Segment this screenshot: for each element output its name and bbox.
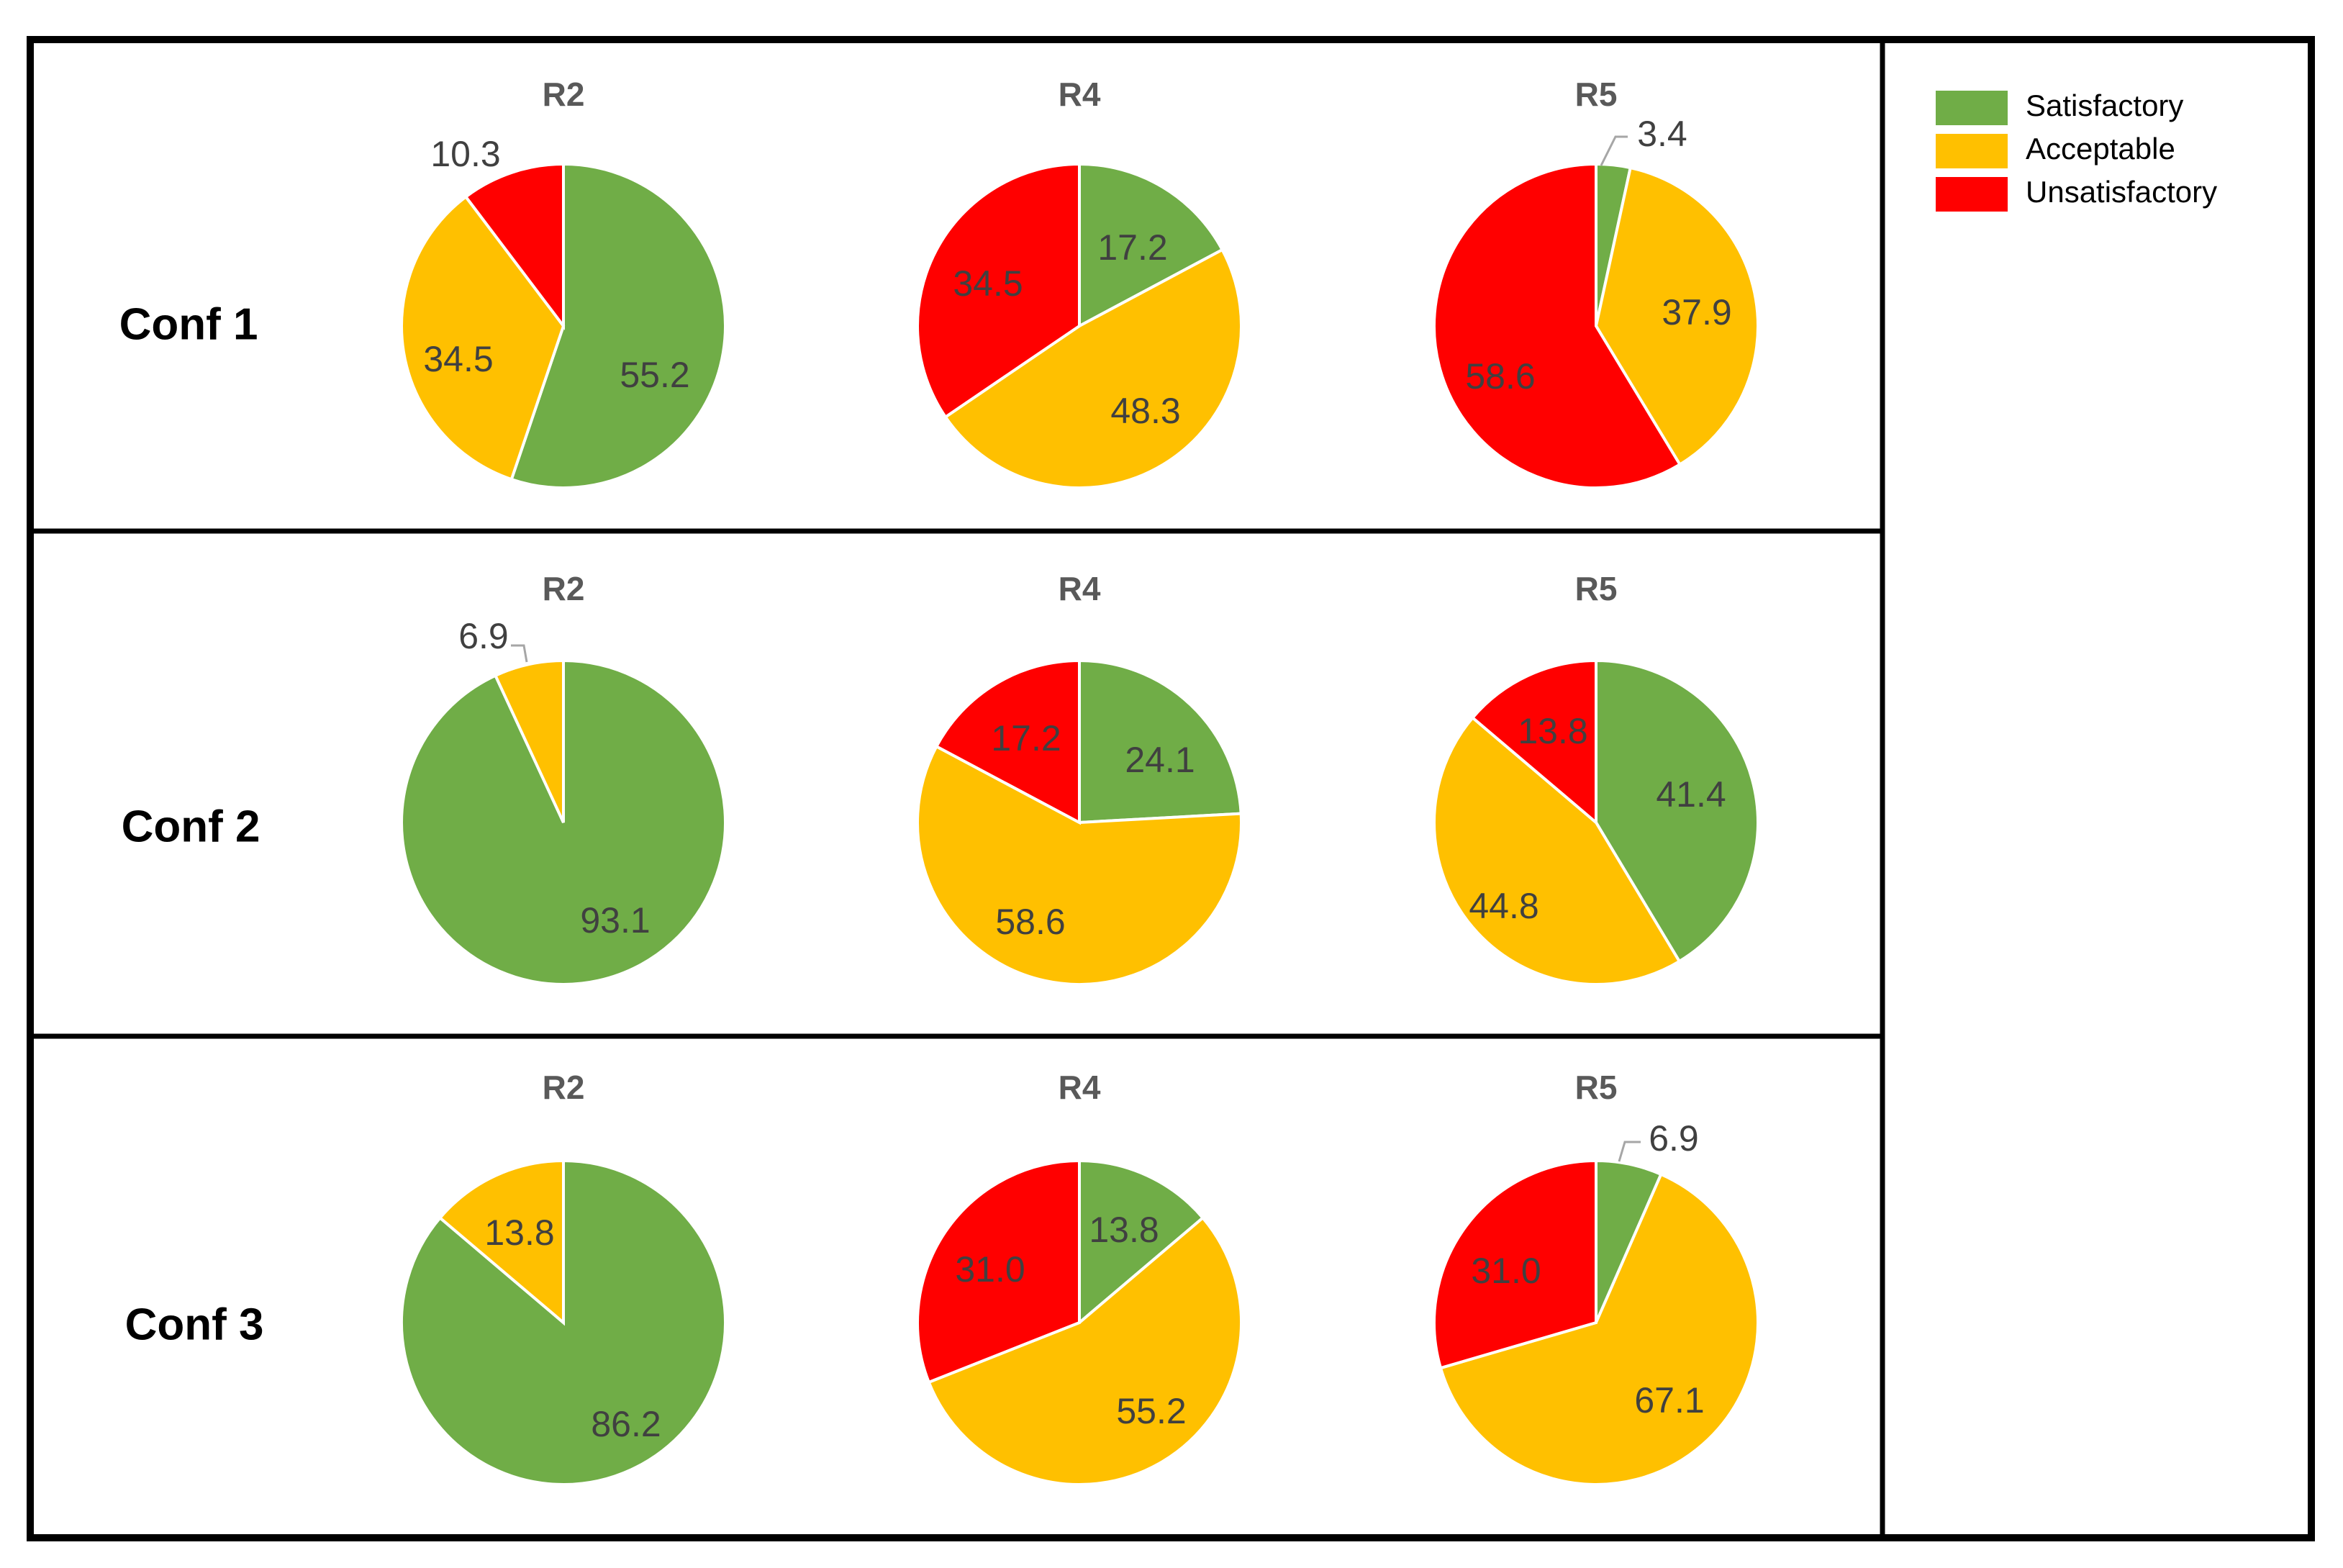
pie-1-r2: R2 55.2 34.5 10.3 <box>400 76 727 489</box>
pie-title: R4 <box>1059 76 1101 113</box>
leader-line <box>1600 135 1628 166</box>
pie-slice-satisfactory <box>1078 1159 1205 1326</box>
leader-line <box>1618 1141 1641 1162</box>
pie-slice-satisfactory <box>509 162 727 489</box>
pie-title: R4 <box>1059 1069 1101 1106</box>
pie-title: R2 <box>543 76 585 113</box>
data-label: 10.3 <box>430 134 500 174</box>
pie-slice-unsatisfactory <box>916 162 1081 420</box>
legend-swatch-satisfactory <box>1936 91 2008 125</box>
data-label: 17.2 <box>991 718 1061 758</box>
legend-swatch-unsatisfactory <box>1936 177 2008 212</box>
data-label: 34.5 <box>423 339 493 379</box>
data-label: 86.2 <box>591 1404 661 1444</box>
pie-1-r4: R4 17.2 48.3 34.5 <box>916 76 1243 489</box>
data-label: 6.9 <box>458 616 509 656</box>
data-label: 13.8 <box>1518 711 1587 751</box>
data-label: 44.8 <box>1469 886 1538 926</box>
pie-2-r2: R2 93.1 6.9 <box>400 570 727 986</box>
outer-frame <box>27 36 2315 1541</box>
legend-swatch-acceptable <box>1936 134 2008 168</box>
data-label: 13.8 <box>484 1213 554 1253</box>
pie-slice-acceptable <box>916 744 1243 986</box>
row-label: Conf 1 <box>119 299 258 349</box>
pie-slice-satisfactory <box>1078 162 1225 329</box>
data-label: 67.1 <box>1634 1380 1704 1420</box>
pie-3-r5: R5 6.9 67.1 31.0 <box>1433 1069 1760 1486</box>
data-label: 17.2 <box>1097 227 1167 268</box>
pie-title: R5 <box>1575 1069 1618 1106</box>
pie-slice-satisfactory <box>1595 658 1759 964</box>
data-label: 48.3 <box>1110 391 1180 431</box>
data-label: 3.4 <box>1637 114 1687 154</box>
data-label: 31.0 <box>955 1249 1025 1290</box>
pie-slice-unsatisfactory <box>1470 658 1598 826</box>
data-label: 58.6 <box>995 902 1065 942</box>
pie-title: R2 <box>543 570 585 607</box>
row-label: Conf 3 <box>125 1300 264 1349</box>
pie-2-r4: R4 24.1 58.6 17.2 <box>916 570 1243 986</box>
data-label: 31.0 <box>1471 1251 1541 1291</box>
pie-title: R5 <box>1575 570 1618 607</box>
data-label: 55.2 <box>1116 1391 1186 1431</box>
pie-slice-acceptable <box>943 248 1243 489</box>
leader-line <box>511 644 528 663</box>
data-label: 58.6 <box>1465 356 1535 396</box>
pie-slice-unsatisfactory <box>1433 162 1682 489</box>
legend-label-unsatisfactory: Unsatisfactory <box>2026 175 2217 209</box>
data-label: 34.5 <box>953 263 1023 304</box>
pie-slice-acceptable <box>1438 1172 1760 1486</box>
pie-3-r2: R2 86.2 13.8 <box>400 1069 727 1486</box>
data-label: 24.1 <box>1125 740 1195 780</box>
data-label: 55.2 <box>620 355 689 395</box>
pie-slice-unsatisfactory <box>463 162 565 330</box>
pie-slice-unsatisfactory <box>1433 1159 1598 1370</box>
pie-3-r4: R4 13.8 55.2 31.0 <box>915 1069 1243 1486</box>
pie-slice-unsatisfactory <box>915 1159 1081 1385</box>
data-label: 93.1 <box>580 900 650 941</box>
pie-slice-satisfactory <box>1078 658 1243 825</box>
pie-slice-acceptable <box>493 658 565 823</box>
pie-2-r5: R5 41.4 44.8 13.8 <box>1433 570 1759 986</box>
legend-label-satisfactory: Satisfactory <box>2026 89 2183 122</box>
pie-1-r5: R5 3.4 37.9 58.6 <box>1433 76 1759 489</box>
data-label: 6.9 <box>1649 1118 1699 1159</box>
pie-title: R2 <box>543 1069 585 1106</box>
pie-slice-unsatisfactory <box>934 658 1081 825</box>
legend: Satisfactory Acceptable Unsatisfactory <box>1936 89 2217 212</box>
pie-slice-acceptable <box>1433 715 1682 986</box>
row-label: Conf 2 <box>122 802 260 851</box>
legend-label-acceptable: Acceptable <box>2026 132 2175 166</box>
pie-title: R5 <box>1575 76 1618 113</box>
pie-slice-acceptable <box>400 194 566 481</box>
pie-slice-acceptable <box>927 1215 1243 1486</box>
pie-title: R4 <box>1059 570 1101 607</box>
data-label: 41.4 <box>1656 774 1726 815</box>
pie-slice-acceptable <box>438 1159 565 1326</box>
data-label: 37.9 <box>1662 292 1731 332</box>
data-label: 13.8 <box>1089 1210 1159 1250</box>
